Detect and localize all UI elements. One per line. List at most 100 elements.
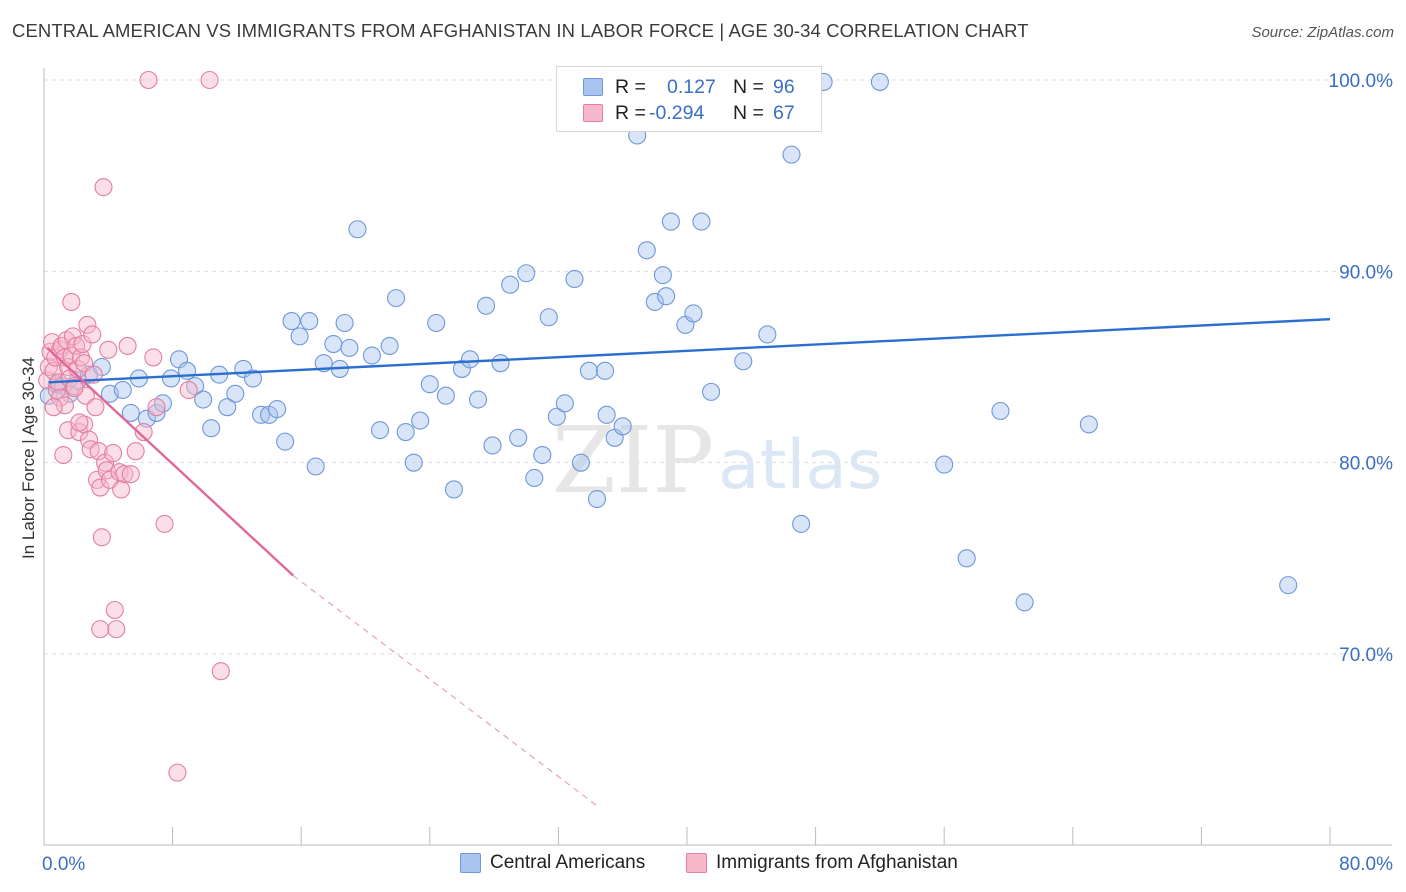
x-tick-label: 0.0% bbox=[42, 854, 85, 875]
data-point bbox=[684, 304, 703, 323]
data-point bbox=[54, 445, 73, 465]
data-point bbox=[55, 396, 74, 415]
data-point bbox=[380, 336, 399, 356]
data-point bbox=[71, 348, 91, 367]
data-point bbox=[370, 421, 390, 440]
data-point bbox=[597, 405, 616, 424]
grid-lines bbox=[44, 79, 1392, 655]
legend-n-value: 67 bbox=[773, 102, 795, 124]
data-point bbox=[73, 334, 92, 354]
data-point bbox=[483, 436, 502, 455]
data-point bbox=[276, 432, 295, 451]
data-point bbox=[517, 264, 536, 283]
data-point bbox=[957, 549, 976, 568]
data-point bbox=[870, 72, 889, 91]
chart-source: Source: ZipAtlas.com bbox=[1251, 24, 1394, 41]
series-layer bbox=[38, 70, 1298, 782]
data-point bbox=[92, 528, 111, 547]
data-point bbox=[1279, 576, 1298, 595]
data-point bbox=[427, 313, 446, 333]
data-point bbox=[782, 145, 801, 164]
watermark-atlas: atlas bbox=[718, 426, 882, 505]
trend-line bbox=[46, 346, 294, 577]
series-central-americans bbox=[39, 72, 1298, 612]
data-point bbox=[501, 275, 520, 294]
data-point bbox=[115, 465, 134, 484]
data-point bbox=[444, 480, 463, 499]
data-point bbox=[613, 417, 632, 436]
watermark-zip: ZIP bbox=[552, 407, 714, 514]
data-point bbox=[268, 400, 287, 419]
data-point bbox=[460, 350, 480, 369]
data-point bbox=[243, 369, 263, 388]
data-point bbox=[91, 478, 110, 497]
data-point bbox=[661, 212, 680, 231]
data-point bbox=[477, 296, 496, 315]
data-point bbox=[139, 70, 158, 90]
bottom-legend-label: Central Americans bbox=[490, 852, 646, 873]
data-point bbox=[67, 336, 86, 356]
data-point bbox=[99, 340, 118, 359]
y-tick-label: 90.0% bbox=[1339, 262, 1393, 283]
x-tick-label: 80.0% bbox=[1339, 854, 1393, 875]
axes bbox=[43, 68, 1392, 846]
data-point bbox=[348, 220, 367, 239]
data-point bbox=[147, 403, 166, 422]
data-point bbox=[113, 380, 132, 400]
data-point bbox=[587, 489, 607, 509]
data-point bbox=[335, 313, 354, 333]
data-point bbox=[692, 212, 711, 231]
data-point bbox=[991, 401, 1010, 421]
data-point bbox=[468, 390, 488, 409]
data-point bbox=[126, 442, 145, 461]
data-point bbox=[792, 514, 811, 533]
y-axis-label: In Labor Force | Age 30-34 bbox=[19, 357, 38, 559]
series-afghanistan bbox=[38, 70, 230, 782]
legend-r-label: R = bbox=[615, 102, 646, 124]
data-point bbox=[155, 514, 174, 533]
legend-swatch-blue bbox=[583, 78, 603, 96]
bottom-legend-label: Immigrants from Afghanistan bbox=[716, 852, 958, 873]
data-point bbox=[63, 327, 82, 346]
legend-swatch-pink bbox=[583, 104, 603, 122]
data-point bbox=[420, 375, 439, 394]
data-point bbox=[1015, 593, 1034, 612]
legend-n-label: N = bbox=[733, 102, 764, 124]
data-point bbox=[533, 445, 552, 465]
data-point bbox=[324, 334, 343, 354]
data-point bbox=[290, 327, 309, 346]
data-point bbox=[525, 468, 544, 488]
data-point bbox=[94, 178, 113, 197]
data-point bbox=[404, 453, 423, 472]
data-point bbox=[595, 361, 615, 380]
data-point bbox=[935, 455, 954, 474]
data-point bbox=[436, 386, 455, 405]
data-point bbox=[657, 287, 676, 306]
data-point bbox=[300, 312, 319, 331]
data-point bbox=[168, 763, 187, 782]
data-point bbox=[179, 380, 198, 400]
data-point bbox=[362, 346, 381, 365]
data-point bbox=[70, 413, 89, 432]
data-point bbox=[306, 457, 325, 476]
data-point bbox=[134, 423, 153, 442]
data-point bbox=[226, 384, 245, 403]
data-point bbox=[118, 336, 137, 356]
data-point bbox=[218, 398, 237, 417]
data-point bbox=[386, 289, 406, 308]
data-point bbox=[734, 352, 753, 371]
data-point bbox=[161, 369, 181, 388]
data-point bbox=[653, 266, 672, 285]
trend-line-extension bbox=[292, 575, 599, 808]
chart-title: CENTRAL AMERICAN VS IMMIGRANTS FROM AFGH… bbox=[12, 20, 1029, 41]
data-point bbox=[105, 600, 124, 620]
data-point bbox=[547, 407, 566, 426]
trend-layer bbox=[46, 317, 1331, 808]
data-point bbox=[144, 348, 163, 367]
tick-labels: 70.0% 80.0% 90.0% 100.0% 0.0% 80.0% bbox=[42, 71, 1393, 875]
data-point bbox=[555, 394, 574, 413]
data-point bbox=[396, 423, 415, 442]
data-point bbox=[509, 428, 528, 447]
data-point bbox=[411, 411, 430, 430]
